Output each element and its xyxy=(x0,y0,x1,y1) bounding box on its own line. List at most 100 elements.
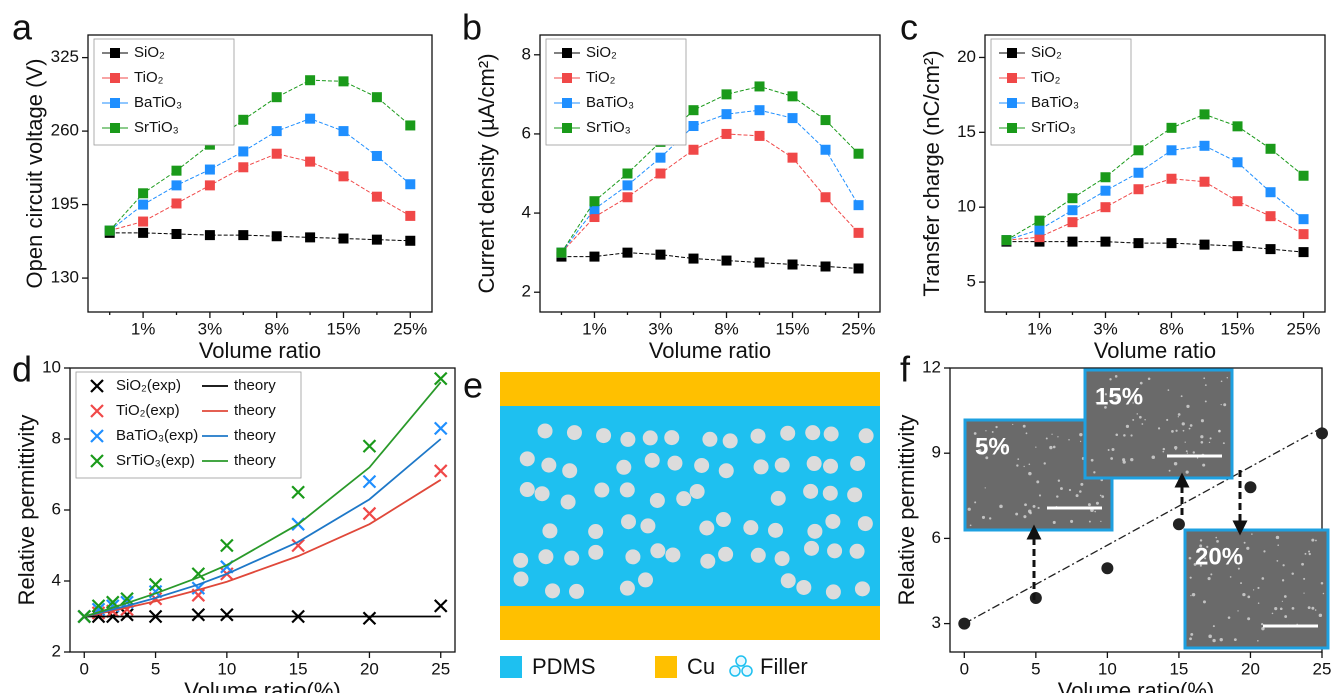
filler-particle xyxy=(664,430,680,446)
filler-particle xyxy=(850,455,866,471)
marker xyxy=(238,230,249,241)
marker xyxy=(138,188,149,199)
sem-speck xyxy=(1284,615,1288,618)
y-tick-label: 4 xyxy=(52,570,61,589)
marker xyxy=(1172,518,1185,531)
legend-box xyxy=(75,371,302,479)
filler-particle xyxy=(638,572,654,588)
sem-speck xyxy=(1035,446,1037,448)
legend-label: SrTiO₃ xyxy=(586,119,631,136)
sem-speck xyxy=(1075,494,1079,498)
filler-particle xyxy=(665,547,681,563)
marker xyxy=(362,439,377,453)
panel-label: c xyxy=(900,7,918,48)
pdms-layer xyxy=(500,406,880,606)
series-line xyxy=(109,118,411,231)
legend-marker xyxy=(562,48,572,58)
sem-speck xyxy=(1052,445,1056,449)
sem-speck xyxy=(981,515,986,519)
marker xyxy=(433,421,448,436)
x-tick-label: 8% xyxy=(264,319,289,338)
filler-particle xyxy=(545,583,561,599)
marker xyxy=(1232,121,1243,132)
sem-speck xyxy=(1283,595,1287,598)
panel-label: a xyxy=(12,7,33,48)
filler-particle xyxy=(694,457,710,473)
marker xyxy=(589,196,600,207)
sem-speck xyxy=(1024,503,1027,507)
legend-label: SiO₂ xyxy=(134,44,165,61)
legend-marker xyxy=(90,379,104,393)
panel-label: b xyxy=(462,7,482,48)
marker xyxy=(238,162,249,173)
sem-speck xyxy=(1189,424,1193,427)
sem-speck xyxy=(1237,567,1240,570)
marker xyxy=(1265,187,1276,198)
sem-speck xyxy=(1188,556,1192,560)
filler-particle xyxy=(625,549,641,565)
sem-speck xyxy=(1049,445,1053,450)
sem-speck xyxy=(995,425,998,429)
filler-particle xyxy=(774,457,790,473)
legend-label: BaTiO₃ xyxy=(134,94,182,111)
sem-speck xyxy=(1177,416,1179,418)
legend-label: SiO₂ xyxy=(1031,44,1062,61)
filler-particle xyxy=(854,581,870,597)
marker xyxy=(853,227,864,238)
sem-speck xyxy=(974,501,977,504)
series-line xyxy=(1006,145,1304,241)
filler-particle xyxy=(715,512,731,528)
marker xyxy=(1166,122,1177,133)
filler-particle xyxy=(667,455,683,471)
filler-particle xyxy=(594,482,610,498)
legend-marker xyxy=(90,404,104,418)
sem-speck xyxy=(1079,490,1082,493)
marker xyxy=(271,92,282,103)
x-tick-label: 8% xyxy=(1159,319,1184,338)
fit-line xyxy=(963,427,1323,625)
marker xyxy=(1067,236,1078,247)
sem-speck xyxy=(1247,617,1251,621)
sem-speck xyxy=(1057,479,1061,482)
sem-speck xyxy=(1188,427,1191,430)
legend-marker xyxy=(562,123,572,133)
legend-swatch xyxy=(500,656,522,678)
marker xyxy=(1133,167,1144,178)
sem-speck xyxy=(1068,439,1070,441)
sem-speck xyxy=(985,430,987,432)
sem-speck xyxy=(967,507,971,511)
sem-speck xyxy=(1056,495,1059,498)
marker xyxy=(820,144,831,155)
marker xyxy=(305,75,316,86)
legend-label: BaTiO₃ xyxy=(1031,94,1079,111)
legend-label: SrTiO₃(exp) xyxy=(116,452,195,469)
sem-speck xyxy=(1303,592,1305,594)
series-line xyxy=(1006,113,1304,241)
sem-speck xyxy=(1025,432,1028,435)
sem-speck xyxy=(1070,519,1074,523)
sem-speck xyxy=(999,504,1003,509)
sem-speck xyxy=(1173,462,1178,466)
filler-particle xyxy=(823,426,839,442)
sem-speck xyxy=(1209,437,1212,440)
filler-particle xyxy=(702,431,718,447)
x-tick-label: 3% xyxy=(1093,319,1118,338)
sem-speck xyxy=(1002,445,1006,449)
y-axis-title: Open circuit voltage (V) xyxy=(22,59,47,289)
series-line xyxy=(561,85,859,253)
x-tick-label: 15% xyxy=(1221,319,1255,338)
filler-particle xyxy=(722,433,738,449)
filler-particle xyxy=(804,540,820,556)
marker xyxy=(1100,202,1111,213)
legend-marker xyxy=(110,123,120,133)
sem-speck xyxy=(1208,634,1212,639)
marker xyxy=(433,371,448,386)
legend-marker xyxy=(90,429,104,443)
marker xyxy=(305,232,316,243)
sem-speck xyxy=(1080,482,1084,486)
marker xyxy=(622,247,633,258)
marker xyxy=(120,591,134,606)
sem-speck xyxy=(1251,533,1253,535)
marker xyxy=(1298,170,1309,181)
sem-speck xyxy=(1281,600,1284,602)
